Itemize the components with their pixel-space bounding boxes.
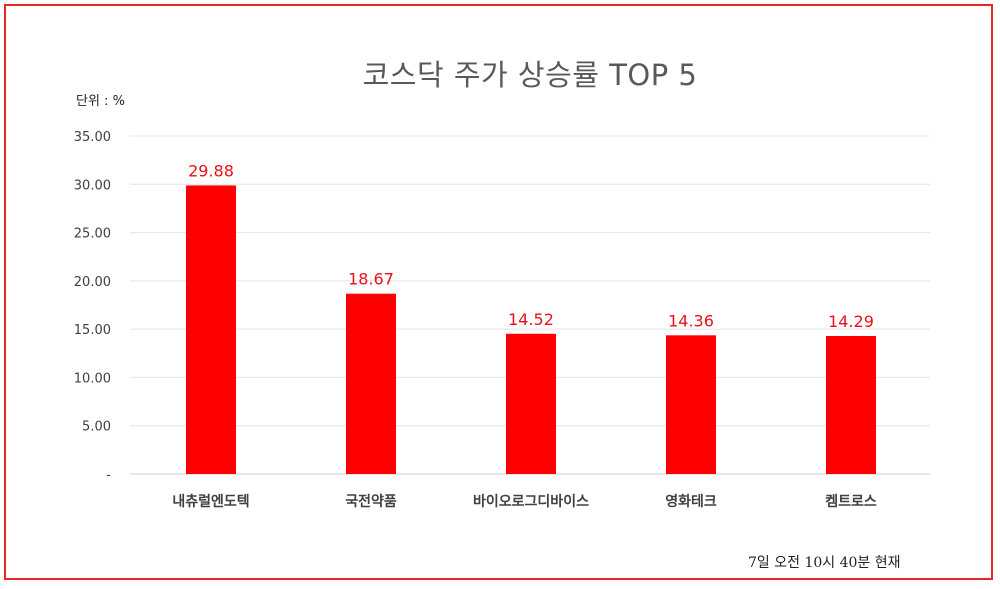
value-label: 14.29 — [828, 312, 874, 331]
category-label: 국전약품 — [345, 493, 397, 510]
value-labels: 29.88 18.67 14.52 14.36 14.29 — [188, 161, 874, 331]
y-tick-label: 30.00 — [74, 178, 111, 193]
timestamp-footnote: 7일 오전 10시 40분 현재 — [748, 555, 901, 571]
bar — [666, 335, 716, 474]
y-axis-ticks: - 5.00 10.00 15.00 20.00 25.00 30.00 35.00 — [74, 130, 112, 483]
category-label: 바이오로그디바이스 — [473, 493, 589, 510]
category-label: 내츄럴엔도텍 — [172, 493, 249, 510]
bar — [346, 293, 396, 474]
bar — [186, 185, 236, 474]
chart-frame — [4, 4, 993, 580]
category-label: 영화테크 — [665, 493, 717, 510]
y-tick-label: 25.00 — [74, 227, 111, 242]
y-tick-label: 35.00 — [74, 130, 111, 145]
chart-title: 코스닥 주가 상승률 TOP 5 — [362, 58, 698, 92]
y-tick-label: 5.00 — [82, 420, 111, 435]
value-label: 18.67 — [348, 270, 394, 289]
value-label: 29.88 — [188, 161, 234, 180]
y-tick-label: 15.00 — [74, 323, 111, 338]
bar — [826, 335, 876, 474]
y-tick-label: 20.00 — [74, 275, 111, 290]
bars — [186, 185, 876, 474]
y-tick-label: 10.00 — [74, 371, 111, 386]
unit-label: 단위 : % — [76, 94, 125, 109]
bar — [506, 333, 556, 474]
category-label: 켐트로스 — [825, 493, 877, 510]
category-labels: 내츄럴엔도텍 국전약품 바이오로그디바이스 영화테크 켐트로스 — [172, 493, 877, 510]
y-tick-label: - — [106, 468, 111, 483]
value-label: 14.52 — [508, 310, 554, 329]
value-label: 14.36 — [668, 311, 714, 330]
